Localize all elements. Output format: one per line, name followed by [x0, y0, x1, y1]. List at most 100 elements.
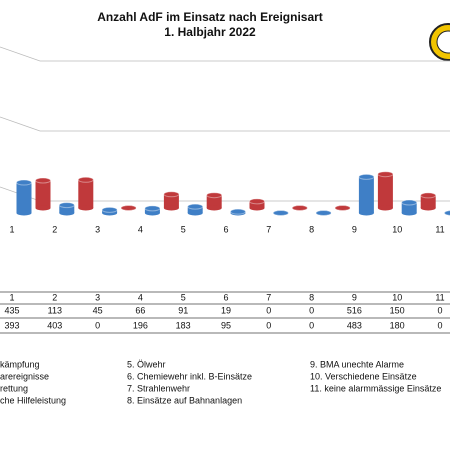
x-tick-label: 4 [138, 224, 143, 234]
bar-part [358, 176, 374, 213]
table-value: 0 [95, 320, 100, 330]
table-value: 403 [47, 320, 62, 330]
table-value: 91 [178, 305, 188, 315]
legend-item: kämpfung [0, 359, 40, 369]
bar [401, 199, 418, 216]
x-tick-label: 2 [52, 224, 57, 234]
bar-part [58, 202, 75, 209]
table-value: 435 [4, 305, 19, 315]
x-tick-label: 5 [181, 224, 186, 234]
table-value: 516 [347, 305, 362, 315]
bar-part [401, 199, 418, 206]
x-tick-label: 8 [309, 224, 314, 234]
chart-title: Anzahl AdF im Einsatz nach Ereignisart [97, 10, 323, 24]
table-value: 0 [437, 320, 442, 330]
bar-part [401, 202, 417, 213]
bar-part [377, 205, 393, 211]
bar-part [230, 208, 246, 215]
bar-part [101, 206, 118, 213]
table-value: 196 [133, 320, 148, 330]
bar-part [78, 205, 94, 211]
bar-part [35, 180, 51, 208]
legend-item: rettung [0, 383, 28, 393]
bar-part [35, 177, 51, 184]
table-value: 95 [221, 320, 231, 330]
bar-part [163, 194, 179, 208]
legend-item: 11. keine alarmmässige Einsätze [310, 383, 441, 393]
table-value: 183 [176, 320, 191, 330]
table-header: 2 [52, 292, 57, 302]
table-value: 0 [266, 320, 271, 330]
bar-part [377, 171, 394, 178]
table-header: 6 [223, 292, 228, 302]
bar-part [206, 205, 222, 211]
table-header: 7 [266, 292, 271, 302]
table-value: 393 [4, 320, 19, 330]
x-tick-label: 10 [392, 224, 402, 234]
bar [206, 192, 223, 211]
bar-part [249, 201, 265, 208]
bar-part [163, 191, 180, 198]
bar [230, 208, 246, 216]
legend-item: arereignisse [0, 371, 49, 381]
bar-part [59, 205, 75, 213]
bar-part [377, 174, 393, 208]
bar [16, 179, 32, 216]
bar-part [187, 206, 203, 213]
grid-line [0, 46, 450, 62]
legend-item: 7. Strahlenwehr [127, 383, 190, 393]
bar [77, 176, 94, 211]
table-value: 66 [135, 305, 145, 315]
bar-part [249, 205, 265, 211]
table-header: 4 [138, 292, 143, 302]
bar-part [16, 210, 32, 216]
bar [420, 192, 437, 211]
bar [163, 191, 180, 211]
x-tick-label: 3 [95, 224, 100, 234]
bar-part [334, 205, 351, 211]
table-header: 8 [309, 292, 314, 302]
table-header: 11 [435, 292, 444, 302]
bar-part [78, 179, 94, 208]
bar [120, 205, 137, 211]
table-value: 19 [221, 305, 231, 315]
table-value: 483 [347, 320, 362, 330]
table-value: 0 [266, 305, 271, 315]
bar-part [187, 203, 204, 210]
x-tick-label: 11 [435, 224, 444, 234]
bar-part [187, 210, 203, 216]
bar-part [420, 195, 436, 208]
bar [334, 205, 351, 211]
bar-part [206, 192, 223, 199]
bar-part [16, 182, 32, 213]
legend-item: 10. Verschiedene Einsätze [310, 371, 417, 381]
bar [377, 171, 394, 211]
table-value: 150 [390, 305, 405, 315]
bar-part [358, 210, 374, 216]
bar [35, 177, 51, 211]
bar-part [358, 173, 375, 180]
chart-subtitle: 1. Halbjahr 2022 [164, 25, 256, 39]
bar-part [16, 179, 32, 186]
table-value: 180 [390, 320, 405, 330]
bar-part [420, 192, 437, 199]
bar [101, 206, 118, 216]
bar [358, 173, 375, 216]
table-value: 0 [309, 320, 314, 330]
logo [429, 23, 450, 61]
bar-part [291, 205, 308, 211]
bar-part [420, 205, 436, 211]
bar [272, 210, 289, 216]
bar-part [163, 205, 179, 211]
bar [144, 205, 161, 216]
table-header: 5 [181, 292, 186, 302]
table-value: 0 [309, 305, 314, 315]
bar [58, 202, 75, 216]
bar [291, 205, 308, 211]
bar [187, 203, 204, 216]
table-header: 3 [95, 292, 100, 302]
bar-part [59, 210, 75, 216]
bar-part [144, 210, 160, 216]
